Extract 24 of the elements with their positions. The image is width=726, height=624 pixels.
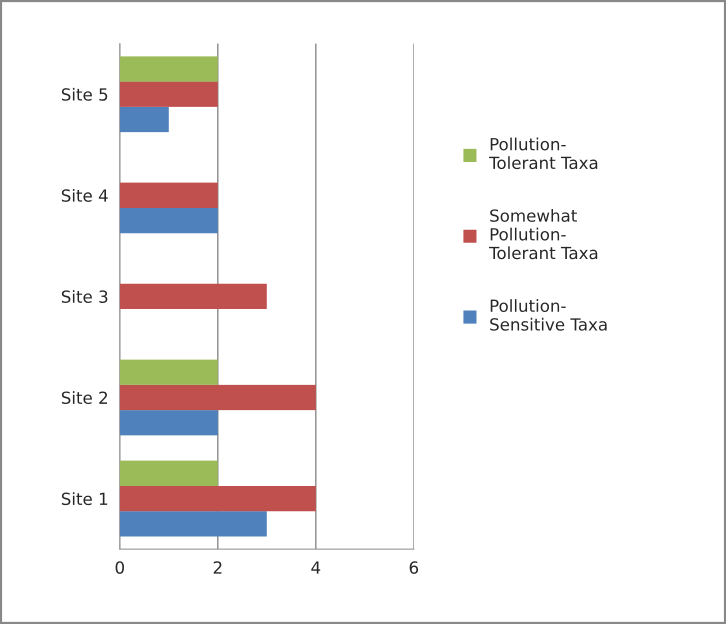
bar — [120, 384, 316, 410]
bar — [120, 486, 316, 512]
bar — [120, 410, 218, 436]
legend-label: Somewhat Pollution- Tolerant Taxa — [489, 209, 598, 260]
bar — [120, 360, 218, 385]
bar — [120, 511, 267, 536]
bar — [120, 182, 218, 208]
y-tick-label: Site 1 — [62, 492, 108, 506]
legend-label: Pollution- Sensitive Taxa — [490, 299, 607, 331]
bar — [120, 284, 267, 310]
y-tick-label: Site 2 — [62, 391, 108, 404]
x-tick-label: 4 — [311, 561, 320, 574]
bar — [120, 106, 169, 132]
y-tick-label: Site 3 — [62, 290, 108, 303]
x-tick-label: 2 — [214, 561, 222, 574]
y-tick-label: Site 4 — [62, 188, 108, 202]
x-tick-label: 6 — [410, 561, 418, 574]
bar — [120, 56, 218, 82]
bar — [120, 208, 218, 234]
x-tick-label: 0 — [116, 561, 124, 574]
legend-label: Pollution- Tolerant Taxa — [489, 138, 598, 170]
y-tick-label: Site 5 — [62, 88, 108, 101]
bar — [120, 82, 218, 107]
bar — [120, 460, 218, 486]
